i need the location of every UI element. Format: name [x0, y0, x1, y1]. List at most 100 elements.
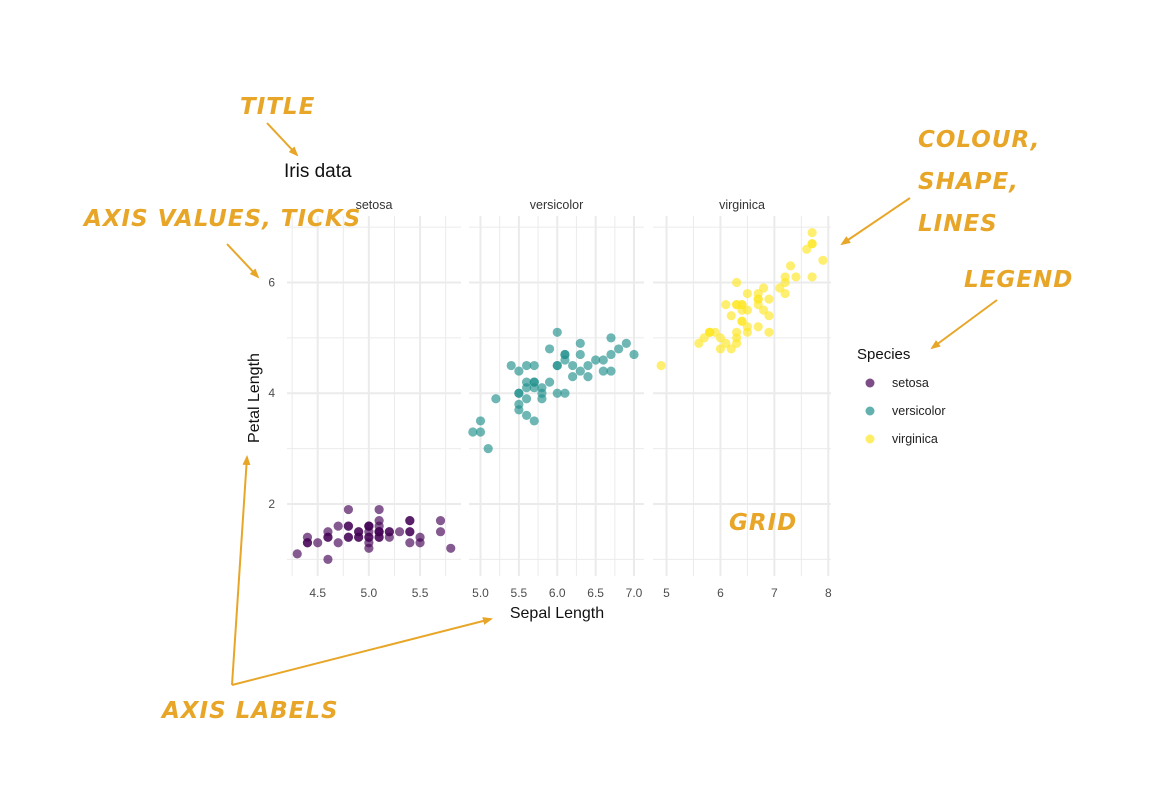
- data-point-versicolor: [475, 416, 486, 426]
- legend-key-virginica: [865, 434, 875, 444]
- annotations: TITLE AXIS VALUES, TICKS COLOUR, SHAPE, …: [82, 94, 1073, 724]
- data-point-setosa: [374, 504, 384, 515]
- data-point-setosa: [405, 527, 415, 537]
- data-point-versicolor: [621, 338, 631, 348]
- data-point-virginica: [807, 272, 817, 282]
- y-tick-label: 2: [268, 497, 275, 511]
- annotation-title: TITLE: [240, 94, 315, 120]
- data-point-versicolor: [529, 416, 539, 426]
- panel-versicolor: versicolor 5.0 5.5 6.0 6.5 7.0: [468, 198, 644, 600]
- data-point-virginica: [737, 305, 747, 315]
- data-point-setosa: [343, 521, 354, 531]
- annotation-grid: GRID: [729, 510, 797, 536]
- data-point-virginica: [656, 360, 666, 371]
- data-point-setosa: [333, 538, 343, 548]
- arrow-axis-label-x: [231, 617, 493, 686]
- data-point-setosa: [302, 538, 313, 548]
- data-point-versicolor: [529, 360, 539, 371]
- x-tick-label: 5.0: [361, 586, 378, 600]
- data-point-versicolor: [544, 344, 555, 354]
- data-point-versicolor: [606, 366, 616, 376]
- x-tick-label: 6.0: [549, 586, 566, 600]
- data-point-versicolor: [475, 427, 486, 437]
- data-point-setosa: [415, 538, 425, 548]
- data-point-setosa: [333, 521, 343, 531]
- data-point-versicolor: [575, 349, 585, 360]
- y-tick-label: 6: [268, 275, 275, 289]
- x-tick-label: 7.0: [626, 586, 643, 600]
- y-axis-label: Petal Length: [246, 353, 263, 443]
- data-point-virginica: [721, 300, 731, 310]
- data-point-versicolor: [529, 383, 539, 393]
- arrow-colour: [840, 197, 911, 246]
- data-point-setosa: [323, 554, 333, 564]
- data-point-versicolor: [614, 344, 624, 354]
- arrow-legend: [930, 299, 998, 350]
- data-point-virginica: [764, 327, 774, 337]
- data-point-virginica: [753, 294, 763, 304]
- legend-label-versicolor: versicolor: [892, 404, 946, 418]
- data-point-versicolor: [629, 349, 639, 360]
- data-point-versicolor: [544, 377, 555, 387]
- data-point-versicolor: [575, 338, 585, 348]
- data-point-virginica: [807, 228, 817, 238]
- data-point-versicolor: [506, 360, 516, 371]
- data-point-setosa: [446, 543, 456, 553]
- legend-label-virginica: virginica: [892, 432, 938, 446]
- x-tick-label: 8: [825, 586, 832, 600]
- data-point-versicolor: [491, 394, 501, 404]
- data-point-setosa: [405, 516, 415, 526]
- data-point-virginica: [742, 288, 752, 299]
- data-point-virginica: [818, 255, 828, 265]
- legend-label-setosa: setosa: [892, 376, 929, 390]
- data-point-versicolor: [552, 388, 562, 398]
- data-point-versicolor: [552, 327, 562, 337]
- data-point-virginica: [715, 344, 726, 354]
- annotation-legend: LEGEND: [964, 267, 1073, 293]
- data-point-setosa: [394, 527, 405, 537]
- data-point-setosa: [313, 538, 323, 548]
- data-point-versicolor: [575, 366, 585, 376]
- data-point-versicolor: [560, 355, 570, 365]
- data-point-virginica: [753, 322, 763, 332]
- data-point-virginica: [694, 338, 704, 348]
- data-point-versicolor: [521, 360, 532, 371]
- data-point-setosa: [323, 532, 333, 542]
- data-point-setosa: [364, 532, 374, 542]
- data-point-versicolor: [583, 360, 593, 371]
- data-point-setosa: [343, 504, 354, 515]
- data-point-versicolor: [560, 388, 570, 398]
- data-point-virginica: [764, 294, 774, 304]
- data-point-virginica: [758, 283, 769, 293]
- facet-label-setosa: setosa: [356, 198, 393, 212]
- x-tick-label: 5: [663, 586, 670, 600]
- data-point-setosa: [384, 527, 394, 537]
- annotation-lines: LINES: [918, 211, 998, 237]
- data-point-setosa: [343, 532, 354, 542]
- x-axis-label: Sepal Length: [510, 605, 604, 622]
- data-point-virginica: [807, 239, 817, 249]
- data-point-versicolor: [583, 372, 593, 382]
- facet-label-virginica: virginica: [719, 198, 765, 212]
- data-point-versicolor: [483, 444, 493, 454]
- data-point-versicolor: [591, 355, 601, 365]
- data-point-versicolor: [568, 360, 578, 371]
- panel-virginica: virginica 5 6 7 8: [653, 198, 832, 600]
- data-point-versicolor: [514, 366, 524, 376]
- data-point-versicolor: [537, 388, 547, 398]
- data-point-virginica: [732, 277, 742, 288]
- annotation-axis-labels: AXIS LABELS: [160, 698, 339, 724]
- annotation-shape: SHAPE,: [918, 169, 1019, 195]
- annotation-axis-values: AXIS VALUES, TICKS: [82, 206, 361, 232]
- x-tick-label: 7: [771, 586, 778, 600]
- x-tick-label: 4.5: [309, 586, 326, 600]
- annotation-colour: COLOUR,: [918, 127, 1040, 153]
- x-tick-label: 5.5: [511, 586, 528, 600]
- data-point-virginica: [732, 333, 742, 343]
- data-point-virginica: [764, 311, 774, 321]
- chart-title: Iris data: [284, 161, 352, 182]
- legend-title: Species: [857, 346, 910, 363]
- data-point-versicolor: [514, 388, 524, 398]
- x-tick-label: 6.5: [587, 586, 604, 600]
- data-point-setosa: [435, 516, 446, 526]
